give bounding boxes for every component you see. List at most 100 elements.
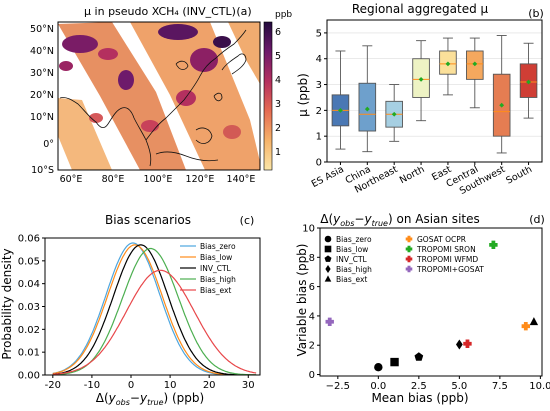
mean-marker <box>391 111 397 117</box>
panel-b-frame <box>326 19 543 163</box>
x-tick-label: 10 <box>164 380 177 391</box>
colorbar-tick-label: 5 <box>275 51 281 62</box>
colorbar-unit-label: ppb <box>275 10 292 20</box>
point-inv-ctl <box>414 352 424 361</box>
lon-tick-label: 60°E <box>60 174 83 185</box>
panel-d-title: Δ(yobs−ytrue) on Asian sites <box>320 212 480 228</box>
lon-axis: 60°E 80°E 100°E 120°E 140°E <box>60 174 256 185</box>
y-tick-label: 0.04 <box>18 279 40 290</box>
lat-tick-label: 10°S <box>31 165 54 176</box>
mean-marker <box>338 107 343 113</box>
panel-d-points <box>325 240 539 372</box>
panel-a-label: (a) <box>236 5 251 18</box>
x-tick-label: 20 <box>203 380 216 391</box>
y-tick-label: 8 <box>309 253 315 264</box>
panel-b-boxes <box>331 35 538 154</box>
panel-a-title: μ in pseudo XCH₄ (INV_CTL) <box>84 5 236 18</box>
legend-label: TROPOMI SRON <box>416 245 476 254</box>
series-bias-low <box>52 244 257 375</box>
legend-marker <box>405 255 413 263</box>
legend-label: Bias_low <box>200 253 232 262</box>
swath-band-1 <box>58 22 186 170</box>
panel-d-legend: Bias_zeroBias_lowINV_CTLBias_highBias_ex… <box>324 235 484 284</box>
colorbar-tick-label: 2 <box>275 123 281 134</box>
series-bias-zero <box>52 242 257 375</box>
legend-label: Bias_ext <box>200 286 231 295</box>
map-area <box>58 22 260 170</box>
point-bias-high <box>455 339 463 350</box>
legend-label: Bias_high <box>200 275 236 284</box>
mean-marker <box>418 76 424 82</box>
point-bias-zero <box>374 363 383 372</box>
y-tick-label: 2 <box>309 341 315 352</box>
mean-marker <box>445 61 451 67</box>
x-tick-label: 5.0 <box>451 381 467 392</box>
x-tick-label: North <box>398 164 427 186</box>
y-tick-label: 0.01 <box>18 348 40 359</box>
lon-tick-label: 140°E <box>227 174 256 185</box>
panel-d-ylabel: Variable bias (ppb) <box>295 244 309 357</box>
series-bias-ext <box>52 269 257 375</box>
panel-d-x-ticks: −2.5 0.0 2.5 5.0 7.5 10.0 <box>326 376 550 392</box>
lat-tick-label: 30°N <box>30 68 54 79</box>
box-china <box>358 45 377 153</box>
box-east <box>439 37 457 96</box>
legend-label: TROPOMI WFMD <box>416 255 478 264</box>
panel-c-series <box>52 242 257 375</box>
legend-marker <box>324 255 332 262</box>
mean-marker <box>526 79 531 85</box>
y-tick-label: 0.02 <box>18 325 40 336</box>
colorbar-tick-label: 1 <box>275 147 281 158</box>
legend-label: Bias_zero <box>336 235 372 244</box>
point-bias-low <box>390 357 399 367</box>
legend-marker <box>405 235 413 243</box>
legend-label: Bias_low <box>336 245 368 254</box>
x-tick-label: South <box>504 164 534 187</box>
lon-tick-label: 80°E <box>102 174 125 185</box>
y-tick-label: 0.00 <box>18 371 40 382</box>
mean-marker <box>364 106 370 112</box>
lat-tick-label: 40°N <box>30 46 54 57</box>
box-northeast <box>385 84 403 142</box>
y-tick-label: 0.06 <box>18 234 40 245</box>
x-tick-label: 7.5 <box>492 381 508 392</box>
x-tick-label: −2.5 <box>326 381 350 392</box>
y-tick-label: 4 <box>309 311 315 322</box>
lat-tick-label: 0° <box>43 139 54 150</box>
y-tick-label: 0.03 <box>18 302 40 313</box>
lon-tick-label: 100°E <box>144 174 173 185</box>
y-tick-label: 0 <box>316 158 322 169</box>
legend-marker <box>405 245 413 253</box>
panel-c-y-ticks: 0.00 0.01 0.02 0.03 0.04 0.05 0.06 <box>18 234 45 382</box>
y-tick-label: 6 <box>309 282 315 293</box>
point-tropomi-gosat <box>325 317 334 326</box>
panel-d-label: (d) <box>529 213 545 226</box>
lat-tick-label: 10°N <box>30 112 54 123</box>
legend-label: INV_CTL <box>336 255 368 264</box>
panel-c-title: Bias scenarios <box>105 213 191 227</box>
y-tick-label: 0 <box>309 370 315 381</box>
x-tick-label: 10.0 <box>529 381 550 392</box>
point-gosat-ocpr <box>521 321 530 331</box>
legend-marker <box>324 245 332 253</box>
legend-label: Bias_ext <box>336 275 367 284</box>
x-tick-label: 30 <box>242 380 255 391</box>
legend-marker <box>405 265 413 273</box>
panel-c-xlabel: Δ(yobs−ytrue) (ppb) <box>96 391 204 407</box>
panel-b-y-ticks: 0 1 2 3 4 5 <box>316 28 327 169</box>
x-tick-label: -10 <box>84 380 100 391</box>
lat-tick-label: 50°N <box>30 24 54 35</box>
x-tick-label: 0 <box>128 380 134 391</box>
panel-b-title: Regional aggregated μ <box>352 2 489 16</box>
x-tick-label: -20 <box>45 380 61 391</box>
panel-b-label: (b) <box>528 7 544 20</box>
legend-label: Bias_zero <box>200 242 236 251</box>
methane-hotspots <box>59 24 241 139</box>
colorbar-tick-label: 3 <box>275 99 281 110</box>
panel-d-scatter: Δ(yobs−ytrue) on Asian sites (d) Variabl… <box>295 212 550 405</box>
swath-band-4 <box>228 22 260 84</box>
panel-a-map: μ in pseudo XCH₄ (INV_CTL) (a) <box>30 5 292 185</box>
panel-c-label: (c) <box>240 214 255 227</box>
panel-c-linechart: Bias scenarios (c) Probability density Δ… <box>0 213 261 407</box>
